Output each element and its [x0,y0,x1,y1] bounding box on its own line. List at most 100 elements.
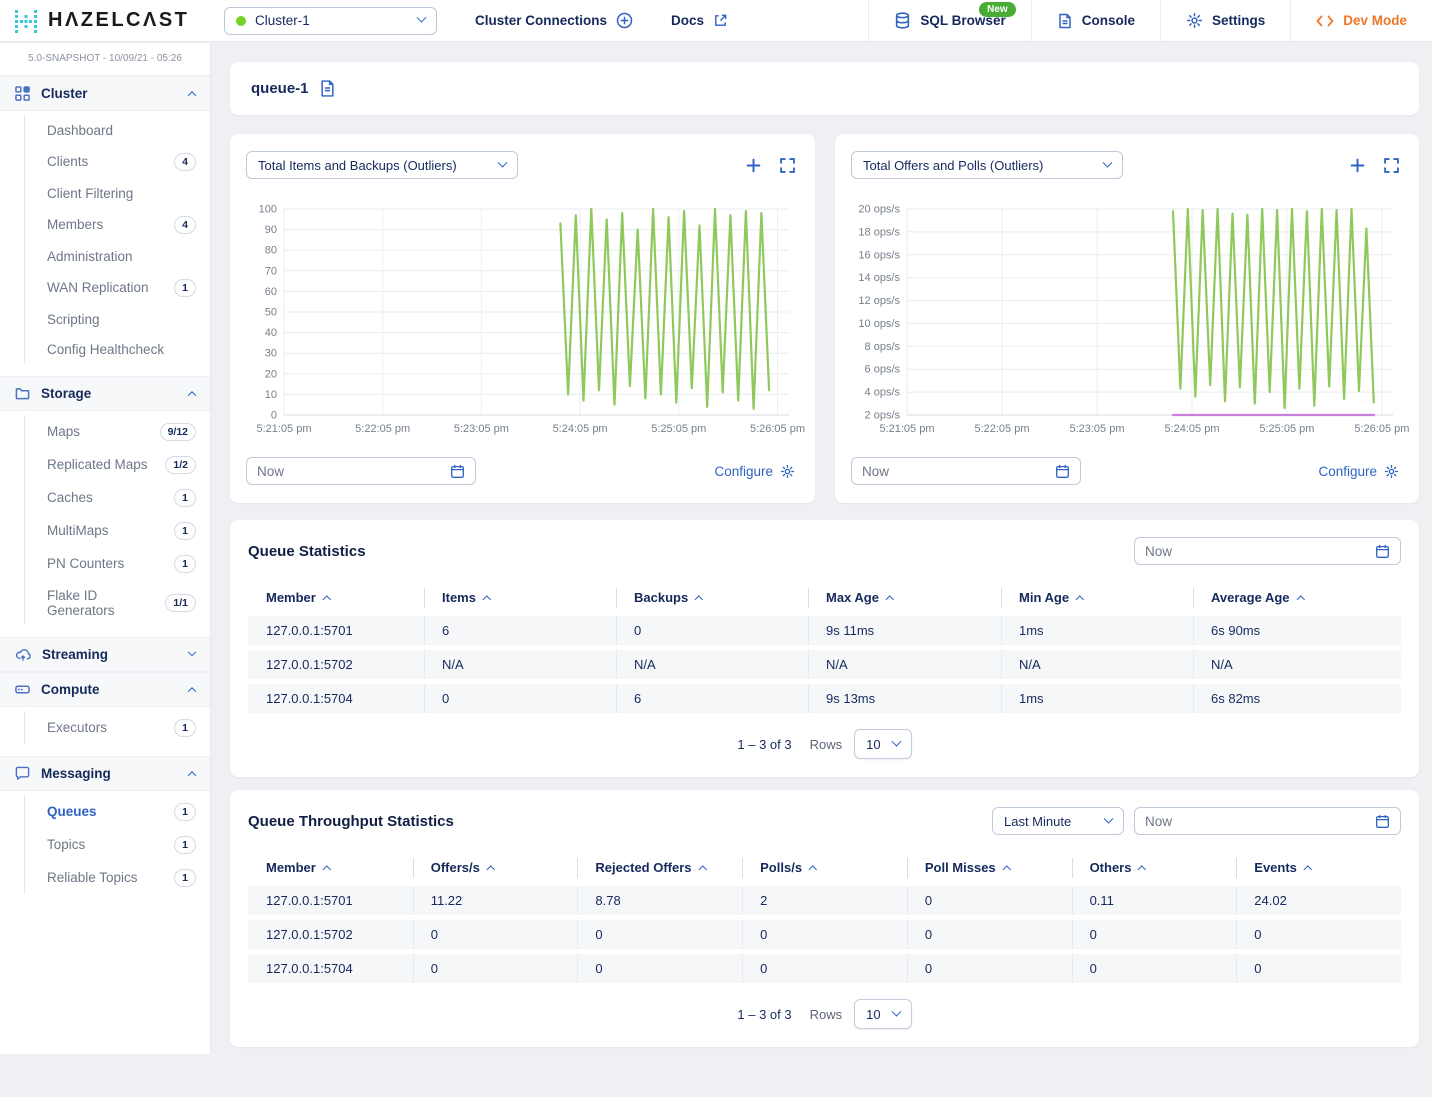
date-input[interactable]: Now [1134,807,1401,835]
table-cell: 0 [616,616,808,645]
column-header-backups[interactable]: Backups [616,579,808,616]
count-badge: 1/1 [165,594,196,612]
sidebar-item-executors[interactable]: Executors1 [25,711,210,744]
sidebar-section-storage[interactable]: Storage [0,376,210,411]
svg-text:5:26:05 pm: 5:26:05 pm [1354,423,1409,435]
sidebar-section-streaming[interactable]: Streaming [0,637,210,672]
column-header-poll-misses[interactable]: Poll Misses [907,849,1072,886]
column-label: Offers/s [431,860,480,875]
column-header-rejected-offers[interactable]: Rejected Offers [577,849,742,886]
sidebar-item-replicated-maps[interactable]: Replicated Maps1/2 [25,448,210,481]
column-label: Member [266,590,316,605]
column-header-others[interactable]: Others [1072,849,1237,886]
docs-link[interactable]: Docs [671,0,728,41]
chevron-down-icon [417,13,427,23]
count-badge: 1 [174,869,196,887]
svg-text:10: 10 [265,389,277,401]
column-header-polls-s[interactable]: Polls/s [742,849,907,886]
date-input[interactable]: Now [246,457,476,485]
sidebar-item-maps[interactable]: Maps9/12 [25,415,210,448]
dev-mode-button[interactable]: Dev Mode [1290,0,1432,41]
sidebar-section-compute[interactable]: Compute [0,672,210,707]
date-input[interactable]: Now [1134,537,1401,565]
sidebar-section-cluster[interactable]: Cluster [0,76,210,111]
pagination: 1 – 3 of 3 Rows 10 [248,718,1401,769]
column-label: Rejected Offers [595,860,691,875]
table-row: 127.0.0.1:5701609s 11ms1ms6s 90ms [248,616,1401,645]
sidebar-item-wan-replication[interactable]: WAN Replication1 [25,271,210,304]
document-icon[interactable] [320,80,335,97]
chevron-up-icon [188,91,196,99]
sidebar-item-members[interactable]: Members4 [25,208,210,241]
svg-text:90: 90 [265,224,277,236]
column-header-min-age[interactable]: Min Age [1001,579,1193,616]
sidebar-item-label: Flake ID Generators [47,588,165,618]
sidebar-item-topics[interactable]: Topics1 [25,828,210,861]
calendar-icon [1375,544,1390,559]
sidebar-section-label: Cluster [41,86,178,101]
calendar-icon [1375,814,1390,829]
sort-ascending-icon [323,865,331,873]
sidebar-item-reliable-topics[interactable]: Reliable Topics1 [25,861,210,894]
rows-per-page-select[interactable]: 10 [854,999,911,1029]
configure-link[interactable]: Configure [1318,464,1403,479]
metric-select[interactable]: Total Offers and Polls (Outliers) [851,151,1123,179]
table-cell: 8.78 [577,886,742,915]
column-header-offers-s[interactable]: Offers/s [413,849,578,886]
chevron-up-icon [188,391,196,399]
code-icon [1316,15,1334,27]
column-header-events[interactable]: Events [1236,849,1401,886]
sidebar-item-pn-counters[interactable]: PN Counters1 [25,547,210,580]
pagination: 1 – 3 of 3 Rows 10 [248,988,1401,1039]
column-header-member[interactable]: Member [248,579,424,616]
svg-text:5:24:05 pm: 5:24:05 pm [553,423,608,435]
plus-circle-icon [616,12,633,29]
sidebar-item-label: Administration [47,249,133,264]
sidebar-item-scripting[interactable]: Scripting [25,304,210,334]
period-select[interactable]: Last Minute [992,807,1124,835]
sidebar-item-queues[interactable]: Queues1 [25,795,210,828]
cluster-select[interactable]: Cluster-1 [224,7,437,35]
metric-select[interactable]: Total Items and Backups (Outliers) [246,151,518,179]
column-header-max-age[interactable]: Max Age [808,579,1001,616]
add-chart-icon[interactable] [1350,158,1365,173]
console-button[interactable]: Console [1031,0,1160,41]
count-badge: 4 [174,153,196,171]
sidebar-item-multimaps[interactable]: MultiMaps1 [25,514,210,547]
column-header-average-age[interactable]: Average Age [1193,579,1401,616]
sidebar-section-messaging[interactable]: Messaging [0,756,210,791]
queue-throughput-table: Member Offers/s Rejected Offers Polls/sPoll… [248,849,1401,983]
column-label: Member [266,860,316,875]
sidebar-item-dashboard[interactable]: Dashboard [25,115,210,145]
svg-text:5:21:05 pm: 5:21:05 pm [879,423,934,435]
rows-per-page-select[interactable]: 10 [854,729,911,759]
table-cell: 0 [907,954,1072,983]
sidebar-item-administration[interactable]: Administration [25,241,210,271]
settings-button[interactable]: Settings [1160,0,1290,41]
configure-label: Configure [1318,464,1377,479]
hazelcast-logo: HΛZELCΛST [0,0,224,41]
offers-polls-chart: 2 ops/s4 ops/s6 ops/s8 ops/s10 ops/s12 o… [851,201,1403,441]
sidebar-item-flake-id-generators[interactable]: Flake ID Generators1/1 [25,580,210,625]
column-header-member[interactable]: Member [248,849,413,886]
fullscreen-icon[interactable] [780,158,795,173]
rows-per-page-value: 10 [866,737,880,752]
database-icon [894,12,911,29]
svg-text:5:26:05 pm: 5:26:05 pm [750,423,805,435]
cluster-connections-link[interactable]: Cluster Connections [475,0,633,41]
date-input[interactable]: Now [851,457,1081,485]
sidebar-item-caches[interactable]: Caches1 [25,481,210,514]
column-header-items[interactable]: Items [424,579,616,616]
sidebar-item-config-healthcheck[interactable]: Config Healthcheck [25,334,210,364]
sidebar-section-label: Streaming [42,647,178,662]
add-chart-icon[interactable] [746,158,761,173]
cluster-connections-label: Cluster Connections [475,13,607,28]
svg-text:5:23:05 pm: 5:23:05 pm [1069,423,1124,435]
new-badge: New [979,2,1016,17]
fullscreen-icon[interactable] [1384,158,1399,173]
sidebar-item-label: Dashboard [47,123,113,138]
sidebar-item-clients[interactable]: Clients4 [25,145,210,178]
sql-browser-button[interactable]: New SQL Browser [868,0,1030,41]
configure-link[interactable]: Configure [714,464,799,479]
sidebar-item-client-filtering[interactable]: Client Filtering [25,178,210,208]
